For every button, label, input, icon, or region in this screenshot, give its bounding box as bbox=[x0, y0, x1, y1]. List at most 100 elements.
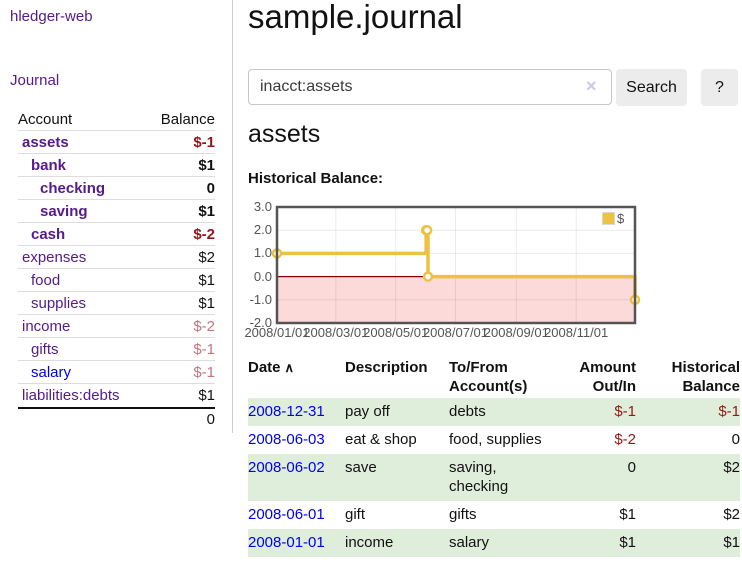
transaction-amount-cell: $-2 bbox=[614, 431, 636, 448]
y-axis-tick-label: -2.0 bbox=[249, 315, 272, 330]
transaction-accounts-cell: salary bbox=[449, 534, 490, 551]
account-balance: $1 bbox=[198, 202, 215, 220]
transaction-date-link[interactable]: 2008-06-02 bbox=[248, 459, 325, 476]
y-axis-tick-label: 2.0 bbox=[253, 222, 272, 238]
account-row: cash $-2 bbox=[18, 223, 215, 246]
account-balance: 0 bbox=[206, 179, 215, 197]
accounts-table-header: Account Balance bbox=[18, 108, 215, 131]
account-balance: $1 bbox=[198, 294, 215, 312]
transaction-balance-cell: $2 bbox=[723, 506, 740, 523]
account-link[interactable]: assets bbox=[22, 133, 69, 151]
account-link[interactable]: salary bbox=[31, 363, 72, 381]
x-axis-tick-label: 2008/07/01 bbox=[422, 325, 489, 340]
register-table: Date ∧ Description To/From Account(s) Amount O… bbox=[248, 356, 740, 557]
transaction-date-link[interactable]: 2008-06-03 bbox=[248, 431, 325, 448]
account-row: gifts $-1 bbox=[18, 338, 215, 361]
chart-title: Historical Balance: bbox=[248, 170, 384, 187]
account-row: salary $-1 bbox=[18, 361, 215, 384]
account-link[interactable]: cash bbox=[31, 225, 66, 243]
account-link[interactable]: liabilities:debts bbox=[22, 387, 120, 404]
x-axis-tick-label: 2008/09/01 bbox=[483, 325, 549, 340]
account-heading: assets bbox=[248, 120, 321, 148]
x-axis-tick-label: 2008/01/01 bbox=[244, 325, 310, 340]
search-button[interactable]: Search bbox=[616, 69, 687, 106]
account-row: liabilities:debts $1 bbox=[18, 384, 215, 407]
account-link[interactable]: income bbox=[22, 317, 71, 335]
register-column-header-description: Description bbox=[345, 359, 428, 376]
balance-column-header: Balance bbox=[160, 110, 215, 128]
account-link[interactable]: supplies bbox=[31, 294, 87, 312]
account-balance: $-1 bbox=[193, 340, 215, 358]
transaction-date-link[interactable]: 2008-12-31 bbox=[248, 403, 325, 420]
transaction-accounts-cell: saving, checking bbox=[449, 459, 509, 495]
transaction-balance-cell: 0 bbox=[731, 431, 740, 448]
account-row: saving $1 bbox=[18, 200, 215, 223]
register-column-header-date[interactable]: Date ∧ bbox=[248, 359, 295, 376]
transaction-description-cell: income bbox=[345, 534, 394, 551]
accounts-total-value: 0 bbox=[206, 411, 215, 428]
legend-swatch-icon bbox=[602, 212, 615, 225]
x-axis-tick-label: 2008/03/01 bbox=[303, 325, 369, 340]
y-axis-tick-label: 0.0 bbox=[253, 268, 272, 284]
register-column-header-balance: Historical Balance bbox=[671, 359, 740, 395]
account-balance: $1 bbox=[198, 271, 215, 289]
account-link[interactable]: saving bbox=[40, 202, 88, 220]
transaction-date-cell: 2008-06-01 bbox=[248, 501, 345, 529]
account-row: assets $-1 bbox=[18, 131, 215, 154]
transaction-accounts-cell: gifts bbox=[449, 506, 477, 523]
account-link[interactable]: bank bbox=[31, 156, 67, 174]
transaction-description-cell: pay off bbox=[345, 403, 390, 420]
transaction-accounts-cell: food, supplies bbox=[449, 431, 542, 448]
accounts-total-row: 0 bbox=[18, 407, 215, 430]
clear-search-icon[interactable]: × bbox=[586, 76, 597, 96]
main-content: sample.journal × Search ? assets Histori… bbox=[244, 0, 742, 582]
account-link[interactable]: food bbox=[31, 271, 61, 289]
search-input[interactable] bbox=[248, 69, 612, 105]
account-row: supplies $1 bbox=[18, 292, 215, 315]
account-balance: $1 bbox=[198, 156, 215, 174]
page-title: sample.journal bbox=[248, 0, 463, 35]
transaction-balance-cell: $1 bbox=[723, 534, 740, 551]
account-column-header: Account bbox=[18, 110, 73, 128]
help-button[interactable]: ? bbox=[701, 69, 738, 106]
transaction-amount-cell: $-1 bbox=[614, 403, 636, 420]
account-balance: $-2 bbox=[193, 317, 215, 335]
sidebar-item-journal[interactable]: Journal bbox=[10, 72, 60, 89]
register-row: 2008-06-02 save saving, checking 0 $2 bbox=[248, 454, 740, 501]
transaction-date-cell: 2008-12-31 bbox=[248, 398, 345, 426]
register-row: 2008-06-01 gift gifts $1 $2 bbox=[248, 501, 740, 529]
historical-balance-chart: 3.0 2.0 1.0 0.0 -1.0 -2.0 2008/01/01 2008/03/0… bbox=[244, 199, 708, 350]
app-title-link[interactable]: hledger-web bbox=[10, 8, 93, 25]
transaction-date-link[interactable]: 2008-06-01 bbox=[248, 506, 325, 523]
legend-label: $ bbox=[617, 211, 625, 226]
account-balance: $-2 bbox=[193, 225, 215, 243]
account-link[interactable]: gifts bbox=[31, 340, 59, 358]
transaction-date-link[interactable]: 2008-01-01 bbox=[248, 534, 325, 551]
y-axis-tick-label: -1.0 bbox=[249, 291, 272, 307]
search-form: × Search ? bbox=[248, 69, 742, 107]
account-row: income $-2 bbox=[18, 315, 215, 338]
transaction-date-cell: 2008-06-03 bbox=[248, 426, 345, 454]
chart-plot-area bbox=[271, 205, 641, 325]
transaction-description-cell: gift bbox=[345, 506, 366, 523]
register-column-header-amount: Amount Out/In bbox=[579, 359, 636, 395]
transaction-description-cell: eat & shop bbox=[345, 431, 417, 448]
x-axis-tick-label: 2008/11/01 bbox=[544, 325, 609, 340]
sidebar: hledger-web Journal Account Balance asse… bbox=[0, 0, 233, 433]
transaction-date-cell: 2008-06-02 bbox=[248, 454, 345, 501]
x-axis-tick-label: 2008/05/01 bbox=[363, 325, 429, 340]
register-row: 2008-01-01 income salary $1 $1 bbox=[248, 529, 740, 557]
account-row: checking 0 bbox=[18, 177, 215, 200]
account-link[interactable]: checking bbox=[40, 179, 106, 197]
account-row: food $1 bbox=[18, 269, 215, 292]
chart-legend: $ bbox=[600, 210, 627, 227]
account-balance: $-1 bbox=[193, 133, 215, 151]
accounts-list: assets $-1 bank $1 checking 0 saving $1 cash $-2 e… bbox=[18, 131, 215, 407]
account-balance: $-1 bbox=[193, 363, 215, 381]
transaction-date-cell: 2008-01-01 bbox=[248, 529, 345, 557]
account-row: expenses $2 bbox=[18, 246, 215, 269]
account-link[interactable]: expenses bbox=[22, 248, 87, 266]
y-axis-tick-label: 3.0 bbox=[253, 199, 272, 214]
transaction-balance-cell: $-1 bbox=[718, 403, 740, 420]
register-row: 2008-06-03 eat & shop food, supplies $-2 0 bbox=[248, 426, 740, 454]
